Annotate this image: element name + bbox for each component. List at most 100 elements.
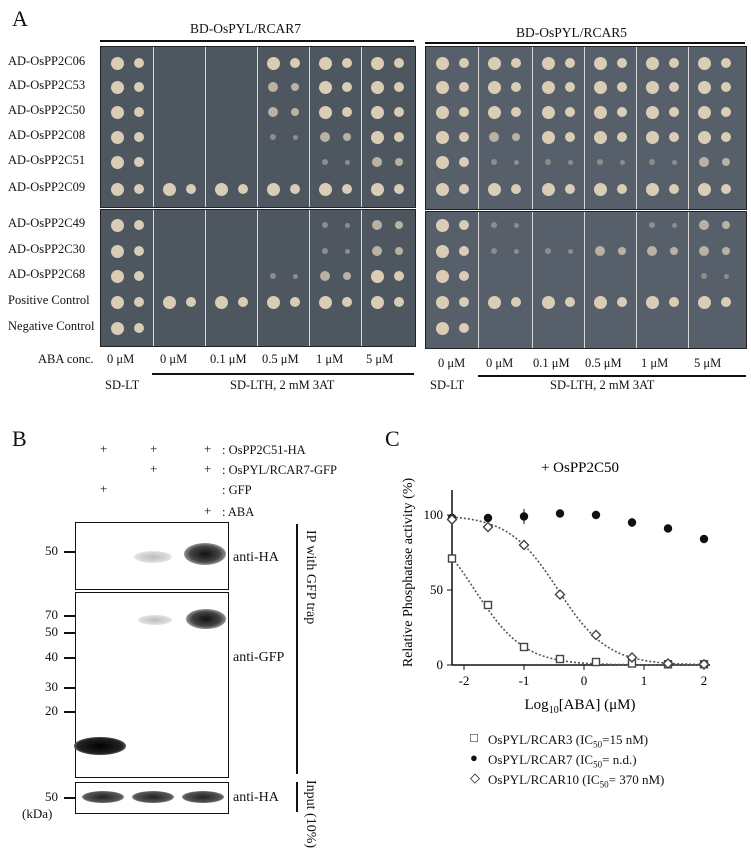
yeast-spot [487, 80, 501, 94]
yeast-spot [266, 295, 280, 309]
yeast-spot [110, 105, 124, 119]
yeast-spot [491, 159, 497, 165]
conc-label: 5 μM [366, 352, 394, 366]
yeast-spot [565, 297, 575, 307]
plate-divider [688, 47, 689, 209]
yeast-spot [697, 182, 711, 196]
yeast-spot [699, 246, 709, 256]
rcar10-fit-curve [451, 516, 707, 666]
sd-lth-rule-left [152, 373, 414, 375]
yeast-spot [394, 58, 404, 68]
yeast-spot [459, 271, 469, 281]
plate-divider [309, 47, 310, 207]
yeast-spot [669, 58, 679, 68]
yeast-spot [645, 130, 659, 144]
yeast-spot [723, 273, 729, 279]
yeast-spot [134, 58, 144, 68]
yeast-spot [593, 105, 607, 119]
rcar3-point [555, 654, 565, 664]
row-label: Positive Control [8, 293, 90, 307]
yeast-spot [110, 295, 124, 309]
yeast-spot [459, 157, 469, 167]
yeast-spot [489, 132, 499, 142]
yeast-spot [459, 107, 469, 117]
yeast-spot [435, 56, 449, 70]
yeast-spot [459, 132, 469, 142]
yeast-spot [238, 184, 248, 194]
right-plate-bottom [425, 211, 747, 349]
yeast-spot [394, 82, 404, 92]
yeast-spot [459, 246, 469, 256]
plate-divider [636, 47, 637, 209]
yeast-spot [110, 269, 124, 283]
yeast-spot [491, 222, 497, 228]
chart-title: + OsPP2C50 [541, 460, 619, 476]
rcar10-point [698, 658, 710, 670]
yeast-spot [134, 271, 144, 281]
aba-conc-label: ABA conc. [38, 352, 94, 366]
condition-label: : OsPP2C51-HA [222, 443, 306, 457]
yeast-spot [110, 80, 124, 94]
left-plate-bottom [100, 209, 416, 347]
yeast-spot [619, 159, 625, 165]
yeast-spot [110, 244, 124, 258]
yeast-spot [697, 80, 711, 94]
mw-marker-label: 30 [45, 679, 58, 694]
yeast-spot [721, 132, 731, 142]
yeast-spot [134, 297, 144, 307]
mw-marker-label: 50 [45, 789, 58, 804]
yeast-spot [545, 159, 551, 165]
yeast-spot [541, 130, 555, 144]
yeast-spot [214, 295, 228, 309]
rcar3-point [591, 657, 601, 667]
media-sd-lth-right: SD-LTH, 2 mM 3AT [550, 378, 655, 392]
yeast-spot [721, 58, 731, 68]
yeast-spot [541, 56, 555, 70]
row-label: AD-OsPP2C06 [8, 54, 86, 68]
band-input-lane1 [82, 791, 124, 803]
yeast-spot [110, 321, 124, 335]
ip-bracket [296, 524, 298, 774]
yeast-spot [134, 132, 144, 142]
yeast-spot [565, 82, 575, 92]
media-sd-lt-left: SD-LT [105, 378, 140, 392]
yeast-spot [487, 56, 501, 70]
condition-mark: + [204, 461, 212, 476]
x-tick-label: 1 [641, 673, 648, 688]
yeast-spot [512, 133, 520, 141]
yeast-spot [395, 221, 403, 229]
yeast-spot [565, 132, 575, 142]
ip-label: IP with GFP trap [303, 530, 318, 625]
plate-divider [532, 47, 533, 209]
rcar7-point [627, 518, 637, 527]
yeast-spot [372, 157, 382, 167]
yeast-spot [134, 184, 144, 194]
conc-label: 0 μM [107, 352, 135, 366]
plate-divider [361, 47, 362, 207]
yeast-spot [186, 297, 196, 307]
yeast-spot [617, 184, 627, 194]
condition-label: : GFP [222, 483, 252, 497]
plate-divider [636, 212, 637, 348]
mw-marker-tick [64, 657, 76, 659]
yeast-spot [617, 58, 627, 68]
kda-label: (kDa) [22, 806, 53, 821]
yeast-spot [110, 182, 124, 196]
yeast-spot [511, 82, 521, 92]
yeast-spot [318, 56, 332, 70]
yeast-spot [491, 248, 497, 254]
row-label: AD-OsPP2C50 [8, 103, 86, 117]
rcar10-point [482, 521, 494, 533]
plate-divider [688, 212, 689, 348]
yeast-spot [617, 82, 627, 92]
yeast-spot [291, 108, 299, 116]
yeast-spot [541, 182, 555, 196]
condition-label: : ABA [222, 505, 255, 519]
yeast-spot [645, 105, 659, 119]
plate-divider [205, 47, 206, 207]
yeast-spot [322, 248, 328, 254]
input-label: Input (10%) [303, 780, 318, 848]
y-tick-label: 100 [424, 507, 444, 522]
yeast-spot [322, 222, 328, 228]
rcar10-point [626, 652, 638, 663]
